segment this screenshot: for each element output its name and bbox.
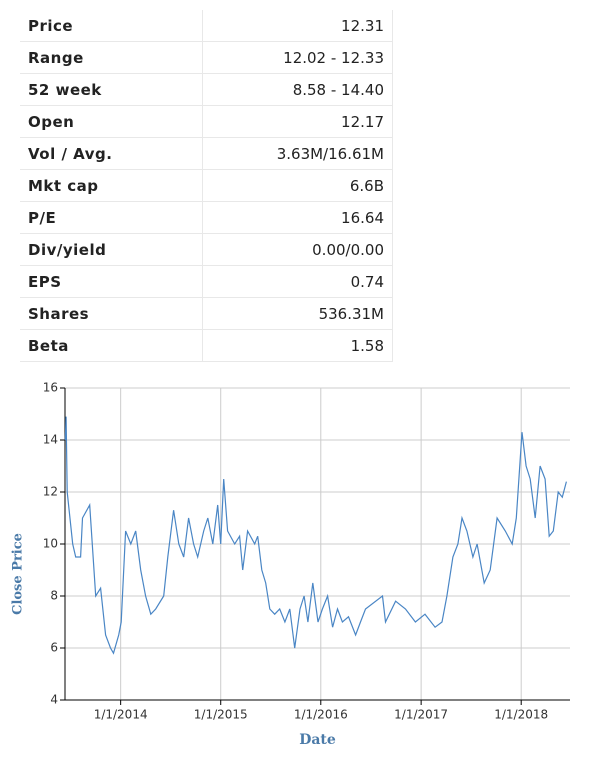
stat-label: Range	[20, 41, 203, 74]
x-tick-label: 1/1/2014	[94, 708, 148, 722]
stat-label: Open	[20, 105, 203, 138]
stat-label: Shares	[20, 297, 203, 330]
chart: 4 6 8 10 12 14 16 1/1/2014 1/1/2015 1/1/2016 1/1/2…	[11, 381, 570, 748]
stat-label: Beta	[20, 329, 203, 362]
stats-row: Price 12.31	[20, 10, 393, 42]
price-line	[64, 416, 567, 655]
stat-value: 6.6B	[202, 169, 393, 202]
x-tick-label: 1/1/2015	[194, 708, 248, 722]
stat-label: 52 week	[20, 73, 203, 106]
y-tick-label: 12	[43, 485, 58, 499]
y-axis-label: Close Price	[11, 533, 26, 615]
stats-row: EPS 0.74	[20, 265, 393, 298]
stat-value: 12.31	[202, 10, 393, 42]
stat-label: EPS	[20, 265, 203, 298]
stats-row: P/E 16.64	[20, 201, 393, 234]
y-tick-label: 10	[43, 537, 58, 551]
stat-value: 3.63M/16.61M	[202, 137, 393, 170]
stat-value: 0.74	[202, 265, 393, 298]
y-tick-label: 14	[43, 433, 58, 447]
stat-label: Price	[20, 10, 203, 42]
stats-table: Price 12.31 Range 12.02 - 12.33 52 week 8.58 …	[20, 10, 393, 362]
stats-row: Vol / Avg. 3.63M/16.61M	[20, 137, 393, 170]
x-tick-label: 1/1/2016	[294, 708, 348, 722]
stat-label: Vol / Avg.	[20, 137, 203, 170]
x-tick-label: 1/1/2017	[394, 708, 448, 722]
x-axis-label: Date	[299, 732, 336, 748]
stat-value: 16.64	[202, 201, 393, 234]
stat-label: Mkt cap	[20, 169, 203, 202]
stats-row: Mkt cap 6.6B	[20, 169, 393, 202]
y-tick-label: 8	[50, 589, 58, 603]
stats-row: 52 week 8.58 - 14.40	[20, 73, 393, 106]
stats-row: Beta 1.58	[20, 329, 393, 362]
stat-label: Div/yield	[20, 233, 203, 266]
y-tick-label: 16	[43, 381, 58, 395]
stat-value: 8.58 - 14.40	[202, 73, 393, 106]
stat-label: P/E	[20, 201, 203, 234]
stat-value: 1.58	[202, 329, 393, 362]
stats-row: Shares 536.31M	[20, 297, 393, 330]
y-tick-label: 4	[50, 693, 58, 707]
stat-value: 12.02 - 12.33	[202, 41, 393, 74]
stats-row: Open 12.17	[20, 105, 393, 138]
stats-row: Range 12.02 - 12.33	[20, 41, 393, 74]
stat-value: 0.00/0.00	[202, 233, 393, 266]
stat-value: 12.17	[202, 105, 393, 138]
stat-value: 536.31M	[202, 297, 393, 330]
stats-row: Div/yield 0.00/0.00	[20, 233, 393, 266]
x-tick-label: 1/1/2018	[494, 708, 548, 722]
y-tick-label: 6	[50, 641, 58, 655]
